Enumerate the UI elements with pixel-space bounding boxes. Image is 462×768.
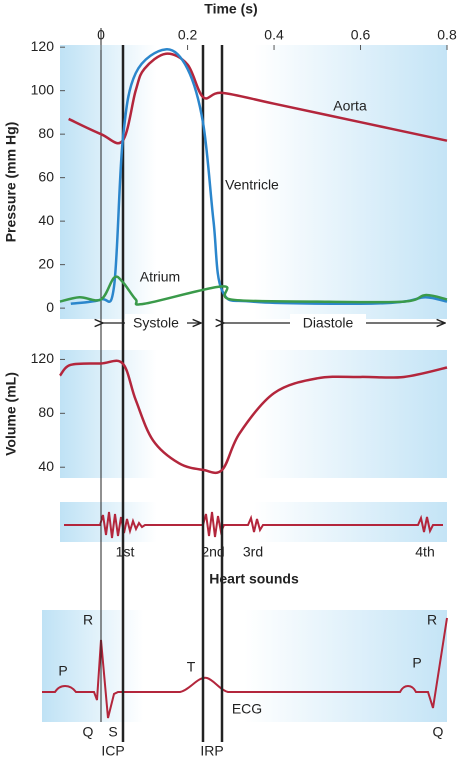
x-tick-label: 0.4: [264, 27, 284, 43]
ecg-wave-label: S: [108, 724, 117, 740]
x-tick-label: 0.8: [437, 27, 457, 43]
x-tick-label: 0.6: [351, 27, 371, 43]
interval-label: IRP: [200, 743, 223, 759]
ecg-wave-label: T: [187, 659, 196, 675]
series-line: [59, 359, 448, 475]
series-label: Aorta: [333, 98, 367, 114]
y-tick-label: 60: [38, 168, 54, 184]
y-tick-label: 80: [38, 125, 54, 141]
ecg-wave-label: Q: [83, 724, 94, 740]
ecg-wave-label: R: [83, 612, 93, 628]
y-tick-label: 100: [31, 81, 55, 97]
heart-sound-trace: [64, 511, 443, 539]
ecg-panel: [42, 610, 447, 722]
phase-label: Systole: [133, 315, 179, 331]
sound-label: 1st: [116, 544, 135, 560]
y-axis-title: Pressure (mm Hg): [3, 122, 19, 243]
y-tick-label: 40: [38, 212, 54, 228]
sound-panel: [60, 502, 447, 542]
ecg-title: ECG: [232, 701, 262, 717]
ecg-wave-label: R: [427, 612, 437, 628]
sound-label: 2nd: [201, 544, 224, 560]
interval-label: ICP: [101, 743, 124, 759]
ecg-wave-label: P: [58, 663, 67, 679]
series-label: Ventricle: [225, 177, 279, 193]
x-axis-title: Time (s): [204, 1, 257, 17]
sound-label: 3rd: [243, 544, 263, 560]
y-axis-title: Volume (mL): [3, 372, 19, 456]
ecg-wave-label: Q: [433, 724, 444, 740]
sound-label: 4th: [415, 544, 434, 560]
phase-label-bg: [125, 314, 187, 332]
y-tick-label: 40: [38, 458, 54, 474]
series-line: [59, 275, 448, 306]
pressure-panel: [60, 45, 447, 319]
series-label: Atrium: [140, 269, 180, 285]
sound-title: Heart sounds: [209, 571, 299, 587]
ecg-wave-label: P: [412, 655, 421, 671]
y-tick-label: 0: [46, 299, 54, 315]
y-tick-label: 80: [38, 404, 54, 420]
y-tick-label: 120: [31, 38, 55, 54]
y-tick-label: 120: [31, 350, 55, 366]
x-tick-label: 0.2: [178, 27, 198, 43]
x-tick-label: 0: [97, 27, 105, 43]
phase-label-bg: [290, 314, 366, 332]
y-tick-label: 20: [38, 255, 54, 271]
phase-label: Diastole: [303, 315, 354, 331]
